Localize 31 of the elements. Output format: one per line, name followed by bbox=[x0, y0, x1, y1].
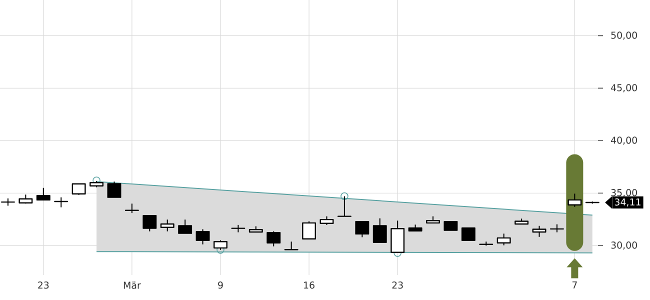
x-tick-label: 7 bbox=[572, 282, 577, 288]
candlestick bbox=[160, 219, 174, 232]
candlestick bbox=[72, 183, 86, 196]
x-tick-label: 23 bbox=[38, 282, 49, 289]
candlestick bbox=[372, 218, 387, 243]
candlestick bbox=[266, 230, 281, 247]
y-tick-label: 35,00 bbox=[611, 189, 637, 198]
y-tick-label: 40,00 bbox=[611, 136, 637, 145]
candlestick bbox=[302, 220, 316, 240]
candlestick bbox=[142, 214, 157, 232]
candlestick bbox=[461, 227, 476, 241]
candlestick bbox=[568, 193, 582, 208]
candlestick bbox=[532, 225, 546, 238]
x-tick-label: Mär bbox=[124, 282, 141, 289]
text: 34,11 bbox=[614, 198, 640, 207]
candlestick bbox=[124, 203, 139, 214]
point bbox=[340, 192, 348, 200]
candlestick bbox=[196, 228, 210, 245]
candlestick bbox=[54, 196, 68, 208]
x-tick-label: 23 bbox=[392, 282, 403, 289]
candlestick bbox=[36, 187, 50, 201]
x-tick-label: 16 bbox=[304, 282, 314, 289]
candlestick bbox=[284, 241, 298, 250]
candlestick bbox=[107, 181, 122, 198]
candlestick bbox=[355, 220, 370, 238]
y-tick-label: 45,00 bbox=[611, 84, 637, 92]
y-tick-label: 50,00 bbox=[611, 32, 637, 40]
candlestick bbox=[178, 219, 192, 234]
candlestick bbox=[496, 233, 511, 246]
y-tick-label: 30,00 bbox=[611, 242, 637, 250]
x-tick-label: 9 bbox=[218, 282, 223, 289]
